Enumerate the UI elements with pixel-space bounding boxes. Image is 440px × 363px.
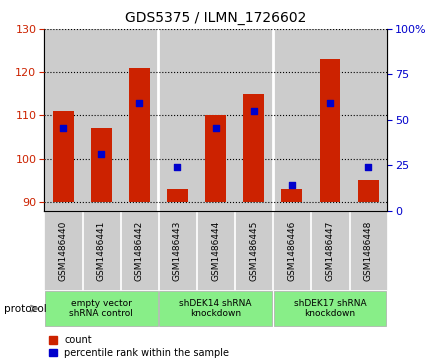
Bar	[44, 29, 82, 211]
Bar	[129, 68, 150, 202]
Legend: count, percentile rank within the sample: count, percentile rank within the sample	[49, 335, 229, 358]
Point	[288, 182, 295, 188]
Text: shDEK14 shRNA
knockdown: shDEK14 shRNA knockdown	[180, 299, 252, 318]
Point	[365, 164, 372, 170]
Bar	[358, 180, 378, 202]
Point	[98, 151, 105, 157]
Point	[136, 99, 143, 105]
Text: GSM1486448: GSM1486448	[363, 220, 373, 281]
Title: GDS5375 / ILMN_1726602: GDS5375 / ILMN_1726602	[125, 11, 306, 25]
Text: GSM1486447: GSM1486447	[326, 220, 334, 281]
Bar	[167, 189, 188, 202]
Point	[174, 164, 181, 170]
Text: GSM1486446: GSM1486446	[287, 220, 297, 281]
Bar	[311, 29, 349, 211]
Text: GSM1486440: GSM1486440	[59, 220, 68, 281]
Bar	[197, 29, 235, 211]
Bar	[319, 59, 341, 202]
Text: empty vector
shRNA control: empty vector shRNA control	[69, 299, 133, 318]
Bar	[53, 111, 73, 202]
Text: GSM1486445: GSM1486445	[249, 220, 258, 281]
Point	[212, 126, 219, 131]
Text: GSM1486442: GSM1486442	[135, 220, 144, 281]
Bar	[273, 29, 311, 211]
Bar	[205, 115, 226, 202]
Text: GSM1486441: GSM1486441	[97, 220, 106, 281]
Bar	[120, 29, 158, 211]
Bar	[243, 94, 264, 202]
Text: GSM1486444: GSM1486444	[211, 220, 220, 281]
Point	[250, 108, 257, 114]
Point	[59, 126, 66, 131]
Bar	[82, 29, 120, 211]
Bar	[91, 129, 112, 202]
Bar	[349, 29, 387, 211]
Point	[326, 99, 334, 105]
Text: GSM1486443: GSM1486443	[173, 220, 182, 281]
Bar	[158, 29, 197, 211]
Bar	[235, 29, 273, 211]
Text: shDEK17 shRNA
knockdown: shDEK17 shRNA knockdown	[293, 299, 367, 318]
Bar	[282, 189, 302, 202]
Text: protocol: protocol	[4, 303, 47, 314]
